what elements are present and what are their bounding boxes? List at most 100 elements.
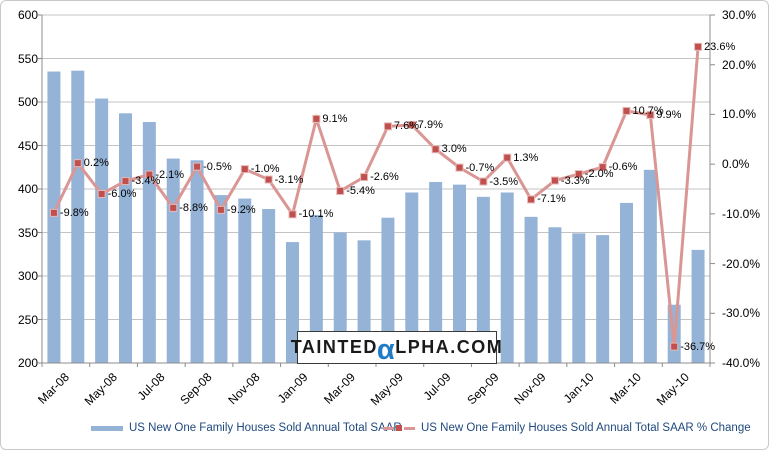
- marker-Mar-08: [49, 208, 58, 217]
- watermark-alpha-glyph: α: [376, 333, 397, 366]
- bar-Feb-09: [309, 215, 323, 363]
- bar-Jun-09: [405, 192, 419, 363]
- data-label: -3.4%: [131, 175, 161, 188]
- bar-Mar-08: [47, 71, 61, 364]
- legend-item-pct-change: US New One Family Houses Sold Annual Tot…: [383, 422, 751, 434]
- bar-Nov-09: [524, 216, 538, 363]
- marker-May-09: [383, 122, 392, 131]
- data-label: 9.1%: [322, 112, 348, 125]
- right-axis-tick-label: -10.0%: [722, 206, 761, 221]
- right-axis-tick-label: 30.0%: [722, 8, 757, 22]
- data-label: -5.4%: [346, 184, 375, 197]
- marker-Dec-08: [264, 175, 273, 184]
- data-label: 23.6%: [704, 40, 736, 53]
- bar-series-swatch: [91, 425, 123, 431]
- marker-May-08: [97, 189, 106, 198]
- watermark-suffix: LPHA.COM: [395, 337, 504, 357]
- data-label: 7.9%: [417, 118, 443, 131]
- right-axis-tick-label: 10.0%: [722, 107, 757, 122]
- data-label: -8.8%: [179, 201, 208, 214]
- legend-label-saar: US New One Family Houses Sold Annual Tot…: [129, 422, 402, 434]
- bar-Oct-08: [214, 195, 228, 363]
- data-label: 7.6%: [393, 120, 419, 133]
- line-swatch-dash: [404, 426, 415, 430]
- watermark-prefix: TAINTED: [290, 337, 378, 357]
- data-label: -0.5%: [203, 160, 232, 173]
- marker-Apr-08: [73, 159, 82, 168]
- marker-Oct-08: [216, 205, 225, 214]
- right-axis-tick-label: -20.0%: [722, 256, 761, 271]
- data-label: -1.0%: [250, 163, 280, 176]
- left-axis-tick-label: 200: [17, 356, 38, 370]
- bar-Jul-09: [429, 182, 443, 363]
- line-series-swatch: [383, 425, 415, 431]
- bar-Jul-08: [142, 122, 156, 363]
- data-label: -3.1%: [274, 173, 304, 186]
- marker-Jul-09: [431, 145, 440, 154]
- data-label: -9.8%: [59, 206, 89, 219]
- data-label: -36.7%: [680, 340, 716, 353]
- bar-Dec-08: [262, 209, 276, 363]
- bar-Feb-10: [596, 235, 610, 363]
- bar-Mar-09: [333, 232, 347, 363]
- right-axis-tick-label: -30.0%: [722, 306, 761, 321]
- left-axis-tick-label: 250: [17, 312, 38, 327]
- marker-Apr-09: [360, 173, 369, 182]
- bar-Sep-09: [476, 196, 490, 363]
- bar-Apr-08: [71, 70, 85, 364]
- bar-Sep-08: [190, 160, 204, 363]
- data-label: -3.5%: [489, 175, 519, 188]
- marker-Nov-08: [240, 165, 249, 174]
- marker-Feb-09: [312, 114, 321, 123]
- left-axis-tick-label: 400: [17, 182, 38, 196]
- marker-Mar-10: [622, 106, 631, 115]
- watermark-taintedalpha: TAINTED α LPHA.COM: [291, 331, 502, 366]
- marker-Apr-10: [646, 110, 655, 119]
- marker-Nov-09: [527, 195, 536, 204]
- bar-Jun-10: [691, 249, 705, 363]
- data-label: -6.0%: [107, 187, 137, 200]
- marker-Jul-08: [145, 170, 154, 179]
- right-axis-tick-label: -40.0%: [722, 356, 761, 370]
- data-label: -2.1%: [155, 168, 185, 181]
- marker-Feb-10: [598, 163, 607, 172]
- data-label: -7.1%: [537, 193, 566, 206]
- line-swatch-marker: [396, 425, 402, 431]
- bar-Dec-09: [548, 227, 562, 363]
- data-label: -9.2%: [226, 203, 256, 216]
- left-axis-tick-label: 550: [17, 51, 38, 66]
- right-axis-tick-label: 0.0%: [722, 157, 750, 172]
- bar-Oct-09: [500, 192, 514, 363]
- data-label: -3.3%: [560, 174, 590, 187]
- data-label: -2.0%: [584, 168, 614, 181]
- marker-Sep-09: [479, 177, 488, 186]
- data-label: 0.2%: [83, 157, 109, 170]
- marker-Aug-09: [455, 163, 464, 172]
- marker-Jun-08: [121, 177, 130, 186]
- right-axis-tick-label: 20.0%: [722, 57, 757, 72]
- marker-Jun-10: [694, 42, 703, 51]
- data-label: -2.6%: [370, 171, 399, 184]
- bar-Jan-09: [286, 242, 299, 363]
- marker-Aug-08: [169, 203, 178, 212]
- data-label: -0.7%: [465, 161, 495, 174]
- pct-change-line: [52, 46, 700, 347]
- bar-May-08: [95, 98, 109, 364]
- bar-Nov-08: [238, 198, 252, 363]
- legend: US New One Family Houses Sold Annual Tot…: [1, 420, 768, 444]
- marker-Jan-10: [574, 170, 583, 179]
- marker-Oct-09: [503, 153, 512, 162]
- bar-Aug-08: [166, 158, 180, 363]
- data-label: 3.0%: [441, 143, 467, 156]
- marker-Jun-09: [407, 120, 416, 129]
- data-label: 1.3%: [513, 151, 539, 164]
- marker-Dec-09: [550, 176, 559, 185]
- data-label: -0.6%: [608, 161, 638, 174]
- bar-Jan-10: [572, 233, 586, 363]
- marker-Sep-08: [193, 162, 202, 171]
- line-swatch-dash: [383, 426, 394, 430]
- legend-label-pct-change: US New One Family Houses Sold Annual Tot…: [421, 422, 751, 434]
- bar-Aug-09: [453, 184, 466, 363]
